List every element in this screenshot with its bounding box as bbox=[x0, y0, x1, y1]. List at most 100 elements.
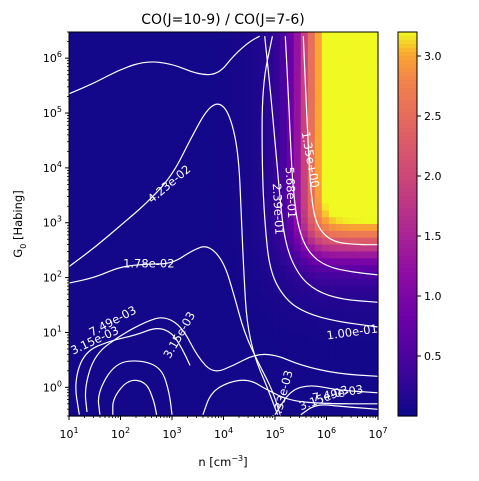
colorbar-step bbox=[398, 356, 417, 361]
heatmap-cell bbox=[111, 210, 119, 218]
heatmap-cell bbox=[174, 80, 182, 88]
heatmap-cell bbox=[223, 374, 232, 383]
colorbar-step bbox=[398, 352, 417, 357]
heatmap-cell bbox=[216, 368, 225, 376]
heatmap-cell bbox=[174, 196, 182, 205]
heatmap-cell bbox=[111, 114, 119, 122]
heatmap-cell bbox=[160, 395, 168, 403]
heatmap-cell bbox=[237, 189, 246, 198]
heatmap-cell bbox=[202, 38, 211, 47]
heatmap-cell bbox=[125, 38, 133, 47]
heatmap-cell bbox=[188, 32, 197, 40]
heatmap-cell bbox=[244, 292, 253, 301]
heatmap-cell bbox=[97, 402, 105, 410]
heatmap-cell bbox=[209, 402, 218, 410]
heatmap-cell bbox=[195, 251, 204, 259]
heatmap-cell bbox=[202, 347, 211, 355]
heatmap-cell bbox=[342, 38, 351, 47]
heatmap-cell bbox=[216, 244, 225, 253]
heatmap-cell bbox=[146, 395, 154, 403]
heatmap-cell bbox=[286, 73, 295, 81]
heatmap-cell bbox=[223, 169, 232, 177]
heatmap-cell bbox=[90, 73, 98, 81]
heatmap-cell bbox=[97, 128, 105, 136]
heatmap-cell bbox=[328, 388, 337, 397]
heatmap-cell bbox=[111, 162, 119, 170]
heatmap-cell bbox=[69, 86, 77, 95]
heatmap-cell bbox=[223, 182, 232, 191]
heatmap-cell bbox=[76, 278, 84, 287]
heatmap-cell bbox=[370, 162, 379, 170]
heatmap-cell bbox=[356, 100, 365, 109]
heatmap-cell bbox=[349, 100, 358, 109]
heatmap-cell bbox=[321, 285, 330, 294]
heatmap-cell bbox=[195, 210, 204, 218]
heatmap-cell bbox=[335, 169, 344, 177]
colorbar-step bbox=[398, 388, 417, 393]
heatmap-cell bbox=[160, 100, 168, 109]
heatmap-cell bbox=[272, 251, 281, 259]
heatmap-cell bbox=[321, 409, 330, 417]
heatmap-cell bbox=[321, 59, 330, 67]
heatmap-cell bbox=[272, 395, 281, 403]
heatmap-cell bbox=[307, 244, 316, 253]
heatmap-cell bbox=[97, 141, 105, 150]
heatmap-cell bbox=[83, 86, 91, 95]
heatmap-cell bbox=[356, 333, 365, 342]
heatmap-cell bbox=[76, 176, 84, 184]
heatmap-cell bbox=[356, 409, 365, 417]
heatmap-cell bbox=[153, 141, 161, 150]
heatmap-cell bbox=[279, 347, 288, 355]
heatmap-cell bbox=[195, 306, 204, 314]
heatmap-cell bbox=[244, 272, 253, 280]
heatmap-cell bbox=[118, 169, 126, 177]
heatmap-cell bbox=[160, 86, 168, 95]
heatmap-cell bbox=[279, 374, 288, 383]
heatmap-cell bbox=[314, 402, 323, 410]
heatmap-cell bbox=[76, 230, 84, 239]
heatmap-cell bbox=[69, 381, 77, 390]
heatmap-cell bbox=[335, 272, 344, 280]
heatmap-cell bbox=[181, 244, 189, 253]
heatmap-cell bbox=[251, 320, 260, 328]
heatmap-cell bbox=[202, 73, 211, 81]
heatmap-cell bbox=[356, 107, 365, 115]
colorbar-step bbox=[398, 68, 417, 73]
heatmap-cell bbox=[349, 347, 358, 355]
heatmap-cell bbox=[363, 128, 372, 136]
heatmap-cell bbox=[195, 114, 204, 122]
heatmap-cell bbox=[195, 59, 204, 67]
heatmap-cell bbox=[314, 203, 323, 211]
heatmap-cell bbox=[167, 176, 175, 184]
heatmap-cell bbox=[83, 306, 91, 314]
heatmap-cell bbox=[300, 107, 309, 115]
heatmap-cell bbox=[272, 176, 281, 184]
heatmap-cell bbox=[244, 210, 253, 218]
heatmap-cell bbox=[216, 306, 225, 314]
heatmap-cell bbox=[230, 313, 239, 321]
heatmap-cell bbox=[265, 230, 274, 239]
heatmap-cell bbox=[167, 210, 175, 218]
heatmap-cell bbox=[356, 374, 365, 383]
colorbar-step bbox=[398, 84, 417, 89]
heatmap-cell bbox=[216, 409, 225, 417]
heatmap-cell bbox=[370, 306, 379, 314]
heatmap-cell bbox=[349, 128, 358, 136]
heatmap-cell bbox=[321, 347, 330, 355]
heatmap-cell bbox=[335, 347, 344, 355]
heatmap-cell bbox=[349, 409, 358, 417]
heatmap-cell bbox=[251, 176, 260, 184]
heatmap-cell bbox=[146, 45, 154, 54]
heatmap-cell bbox=[216, 361, 225, 369]
heatmap-cell bbox=[237, 381, 246, 390]
heatmap-cell bbox=[174, 237, 182, 246]
heatmap-cell bbox=[300, 272, 309, 280]
heatmap-cell bbox=[209, 230, 218, 239]
heatmap-cell bbox=[153, 361, 161, 369]
heatmap-cell bbox=[76, 182, 84, 191]
heatmap-cell bbox=[118, 93, 126, 102]
heatmap-cell bbox=[97, 93, 105, 102]
heatmap-cell bbox=[272, 73, 281, 81]
heatmap-cell bbox=[153, 265, 161, 273]
heatmap-cell bbox=[125, 196, 133, 205]
